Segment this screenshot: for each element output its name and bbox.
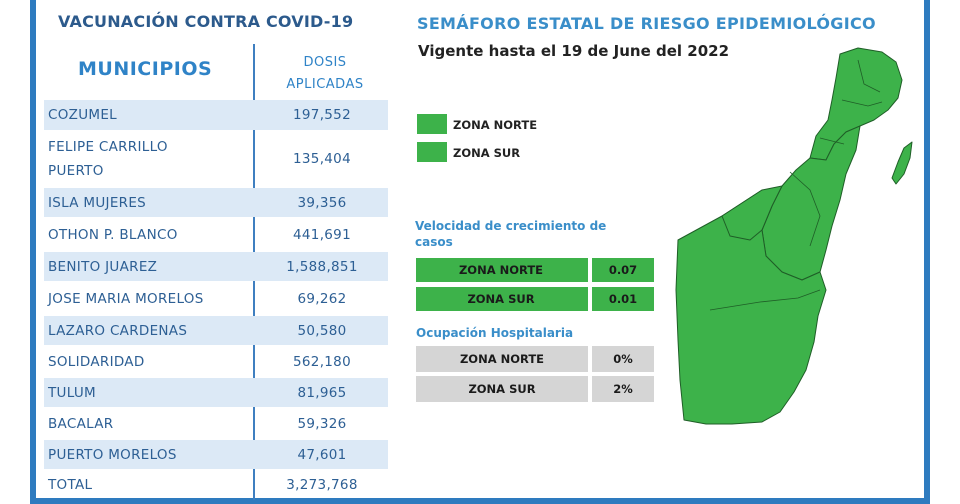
dosis-value: 81,965: [297, 384, 347, 401]
frame-bottom-border: [30, 498, 930, 504]
legend-label-norte: ZONA NORTE: [453, 118, 538, 132]
table-row: LAZARO CARDENAS 50,580: [44, 316, 388, 345]
velocidad-zona: ZONA SUR: [467, 292, 535, 306]
table-row: FELIPE CARRILLO PUERTO 135,404: [44, 133, 388, 185]
dosis-value: 197,552: [293, 107, 351, 123]
municipio-name: ISLA MUJERES: [48, 194, 147, 211]
table-row: OTHON P. BLANCO 441,691: [44, 220, 388, 249]
velocidad-row: ZONA NORTE 0.07: [416, 258, 654, 282]
cell-separator: [588, 346, 592, 372]
municipios-header: MUNICIPIOS: [78, 58, 213, 80]
ocupacion-row: ZONA SUR 2%: [416, 376, 654, 402]
semaforo-title: SEMÁFORO ESTATAL DE RIESGO EPIDEMIOLÓGIC…: [417, 14, 876, 33]
velocidad-valor: 0.01: [608, 292, 638, 306]
table-row: COZUMEL 197,552: [44, 100, 388, 130]
dosis-value: 135,404: [293, 151, 351, 167]
vigente-date: Vigente hasta el 19 de June del 2022: [418, 42, 730, 60]
municipio-name: OTHON P. BLANCO: [48, 226, 178, 243]
dosis-value: 562,180: [293, 353, 351, 370]
table-row-total: TOTAL 3,273,768: [44, 471, 388, 499]
dosis-header-line2: APLICADAS: [286, 77, 364, 92]
velocidad-zona: ZONA NORTE: [458, 263, 544, 277]
velocidad-valor: 0.07: [608, 263, 638, 277]
municipio-name: TULUM: [48, 384, 97, 401]
vaccination-title: VACUNACIÓN CONTRA COVID-19: [58, 12, 354, 31]
cell-separator: [588, 287, 592, 311]
table-row: BACALAR 59,326: [44, 409, 388, 438]
map-region-west: [721, 185, 783, 241]
municipio-name: JOSE MARIA MORELOS: [48, 290, 204, 307]
map-border-line: [819, 137, 845, 145]
municipio-name: FELIPE CARRILLO PUERTO: [48, 139, 168, 179]
map-border-line: [841, 99, 883, 107]
municipio-name: PUERTO MORELOS: [48, 446, 177, 463]
table-row: SOLIDARIDAD 562,180: [44, 347, 388, 376]
state-map: [675, 47, 913, 425]
dosis-value: 441,691: [293, 226, 351, 243]
map-border-line: [709, 289, 821, 311]
map-island-cozumel: [891, 141, 913, 185]
velocidad-title: Velocidad de crecimiento de casos: [415, 219, 607, 249]
ocupacion-row: ZONA NORTE 0%: [416, 346, 654, 372]
table-row: PUERTO MORELOS 47,601: [44, 440, 388, 469]
cell-separator: [588, 258, 592, 282]
dosis-value: 50,580: [297, 322, 347, 339]
dosis-value: 59,326: [297, 415, 347, 432]
dosis-header: DOSIS APLICADAS: [262, 52, 388, 96]
municipio-name: BENITO JUAREZ: [48, 258, 158, 275]
ocupacion-valor: 2%: [613, 382, 633, 396]
table-row: TULUM 81,965: [44, 378, 388, 407]
map-border-line: [857, 59, 881, 93]
table-row: JOSE MARIA MORELOS 69,262: [44, 284, 388, 313]
ocupacion-title: Ocupación Hospitalaria: [416, 326, 574, 340]
dosis-value: 69,262: [297, 290, 347, 307]
frame-left-border: [30, 0, 36, 504]
ocupacion-valor: 0%: [613, 352, 633, 366]
ocupacion-zona: ZONA SUR: [468, 382, 536, 396]
dosis-value: 47,601: [297, 446, 347, 463]
velocidad-row: ZONA SUR 0.01: [416, 287, 654, 311]
map-border-line: [789, 171, 821, 247]
dosis-header-line1: DOSIS: [303, 55, 347, 70]
legend-label-sur: ZONA SUR: [453, 146, 521, 160]
municipio-name: LAZARO CARDENAS: [48, 322, 188, 339]
legend-swatch-norte: [417, 114, 447, 134]
table-row: ISLA MUJERES 39,356: [44, 188, 388, 217]
municipio-name: BACALAR: [48, 415, 114, 432]
table-row: BENITO JUAREZ 1,588,851: [44, 252, 388, 281]
municipio-name: COZUMEL: [48, 107, 117, 123]
frame-right-border: [924, 0, 930, 504]
map-region-central: [761, 125, 861, 281]
dosis-value: 39,356: [297, 194, 347, 211]
municipio-name: SOLIDARIDAD: [48, 353, 145, 370]
dosis-value: 1,588,851: [286, 258, 358, 275]
dosis-value: 3,273,768: [286, 477, 358, 493]
cell-separator: [588, 376, 592, 402]
ocupacion-zona: ZONA NORTE: [459, 352, 545, 366]
legend-swatch-sur: [417, 142, 447, 162]
municipio-name: TOTAL: [48, 477, 93, 493]
